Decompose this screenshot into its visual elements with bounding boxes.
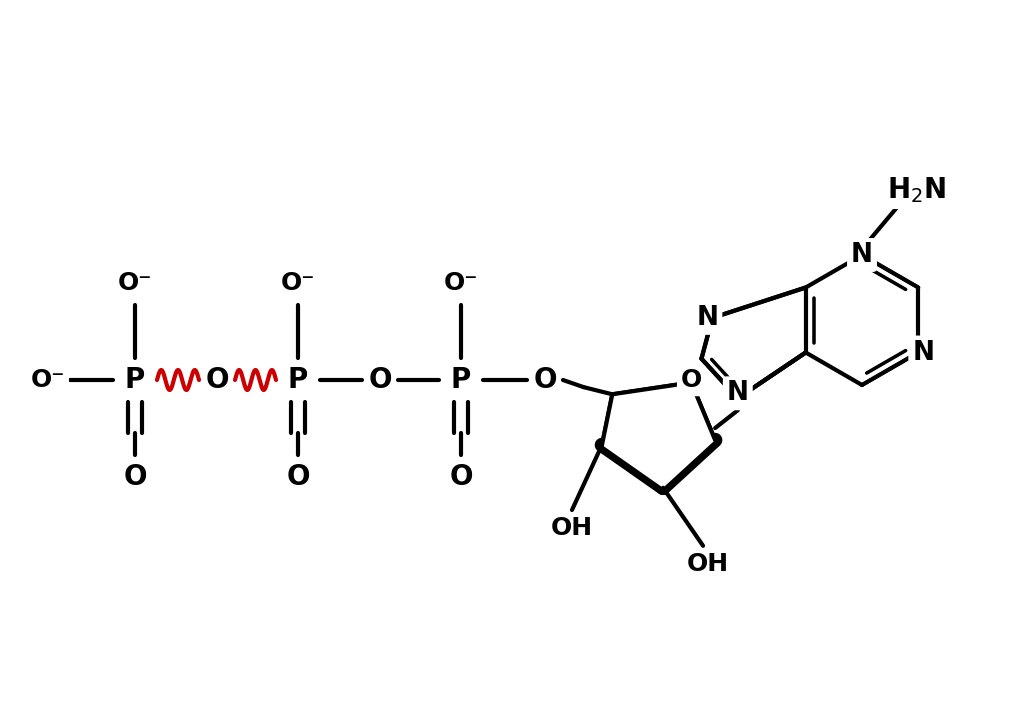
Text: N: N xyxy=(912,340,934,366)
Text: P: P xyxy=(451,366,471,394)
Text: O: O xyxy=(681,369,701,392)
Text: N: N xyxy=(727,380,749,407)
Text: O⁻: O⁻ xyxy=(118,271,153,295)
Text: O: O xyxy=(450,463,473,491)
Polygon shape xyxy=(602,382,715,488)
Text: N: N xyxy=(696,305,719,331)
Text: H$_2$N: H$_2$N xyxy=(888,175,946,205)
Text: OH: OH xyxy=(687,552,729,576)
Text: P: P xyxy=(288,366,308,394)
Text: P: P xyxy=(125,366,145,394)
Text: O⁻: O⁻ xyxy=(281,271,315,295)
Text: O: O xyxy=(534,366,557,394)
Text: O⁻: O⁻ xyxy=(31,368,66,392)
Text: OH: OH xyxy=(551,516,593,540)
Text: O: O xyxy=(369,366,392,394)
Text: O: O xyxy=(205,366,228,394)
Text: O: O xyxy=(287,463,309,491)
Polygon shape xyxy=(602,382,715,488)
Text: N: N xyxy=(851,242,873,268)
Text: O⁻: O⁻ xyxy=(443,271,478,295)
Text: O: O xyxy=(123,463,146,491)
